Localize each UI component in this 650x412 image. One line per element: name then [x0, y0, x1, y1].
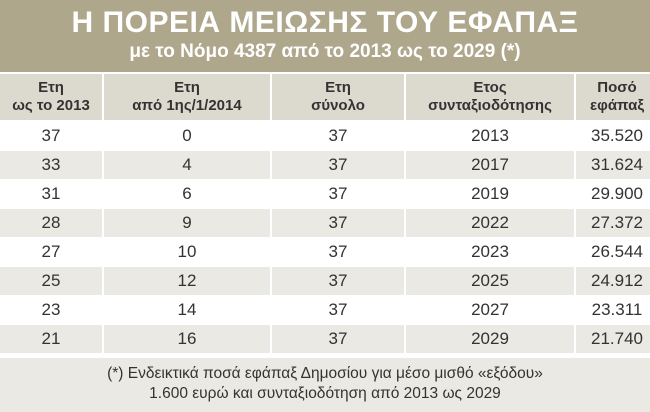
table-row: 27 10 37 2023 26.544	[0, 238, 650, 266]
table-cell: 31.624	[576, 151, 650, 179]
column-header-line: Ετη	[38, 79, 64, 96]
footnote-line: 1.600 ευρώ και συνταξιοδότηση από 2013 ω…	[149, 385, 501, 402]
table-cell: 26.544	[576, 238, 650, 266]
table-cell: 37	[272, 238, 404, 266]
table-cell: 37	[272, 209, 404, 237]
column-header: Ετη από 1ης/1/2014	[104, 74, 270, 120]
table-cell: 12	[104, 267, 270, 295]
header-row: Ετη ως το 2013 Ετη από 1ης/1/2014 Ετη σύνολο Ε…	[0, 74, 650, 120]
column-header: Ετος συνταξιοδότησης	[406, 74, 574, 120]
table-cell: 2017	[406, 151, 574, 179]
table-cell: 14	[104, 296, 270, 324]
header-band: Η ΠΟΡΕΙΑ ΜΕΙΩΣΗΣ ΤΟΥ ΕΦΑΠΑΞ με το Νόμο 4…	[0, 0, 650, 72]
table-cell: 10	[104, 238, 270, 266]
column-header: Ετη ως το 2013	[0, 74, 102, 120]
column-header: Ετη σύνολο	[272, 74, 404, 120]
table-cell: 27	[0, 238, 102, 266]
table-cell: 2013	[406, 122, 574, 150]
column-header-line: εφάπαξ	[589, 97, 645, 114]
footnote: (*) Ενδεικτικά ποσά εφάπαξ Δημοσίου για …	[0, 358, 650, 412]
table-row: 28 9 37 2022 27.372	[0, 209, 650, 237]
column-header-line: Ποσό	[597, 79, 637, 96]
table-cell: 0	[104, 122, 270, 150]
table-cell: 33	[0, 151, 102, 179]
table-cell: 37	[272, 267, 404, 295]
table-row: 31 6 37 2019 29.900	[0, 180, 650, 208]
table-cell: 31	[0, 180, 102, 208]
table-cell: 16	[104, 325, 270, 353]
table-cell: 2027	[406, 296, 574, 324]
table-cell: 21	[0, 325, 102, 353]
column-header-line: Ετη	[174, 79, 200, 96]
table-cell: 37	[272, 122, 404, 150]
column-header-line: Ετη	[325, 79, 351, 96]
table-cell: 37	[272, 151, 404, 179]
subtitle: με το Νόμο 4387 από το 2013 ως το 2029 (…	[129, 41, 521, 62]
footnote-line: (*) Ενδεικτικά ποσά εφάπαξ Δημοσίου για …	[107, 365, 543, 382]
table-cell: 28	[0, 209, 102, 237]
table-cell: 9	[104, 209, 270, 237]
table-cell: 2023	[406, 238, 574, 266]
column-header-line: σύνολο	[311, 97, 365, 114]
table-cell: 4	[104, 151, 270, 179]
table-row: 21 16 37 2029 21.740	[0, 325, 650, 353]
table-cell: 37	[0, 122, 102, 150]
column-header-line: Ετος	[473, 79, 507, 96]
table: Ετη ως το 2013 Ετη από 1ης/1/2014 Ετη σύνολο Ε…	[0, 74, 650, 354]
table-cell: 27.372	[576, 209, 650, 237]
table-cell: 25	[0, 267, 102, 295]
table-cell: 37	[272, 296, 404, 324]
column-header-line: από 1ης/1/2014	[132, 97, 242, 114]
table-cell: 23.311	[576, 296, 650, 324]
table-cell: 23	[0, 296, 102, 324]
table-cell: 2029	[406, 325, 574, 353]
table-cell: 2022	[406, 209, 574, 237]
table-cell: 37	[272, 180, 404, 208]
table-cell: 37	[272, 325, 404, 353]
table-cell: 2019	[406, 180, 574, 208]
table-row: 37 0 37 2013 35.520	[0, 122, 650, 150]
column-header-line: ως το 2013	[12, 97, 90, 114]
table-cell: 35.520	[576, 122, 650, 150]
table-row: 33 4 37 2017 31.624	[0, 151, 650, 179]
column-header-line: συνταξιοδότησης	[428, 97, 552, 114]
table-cell: 29.900	[576, 180, 650, 208]
table-row: 25 12 37 2025 24.912	[0, 267, 650, 295]
title: Η ΠΟΡΕΙΑ ΜΕΙΩΣΗΣ ΤΟΥ ΕΦΑΠΑΞ	[71, 6, 579, 39]
table-cell: 24.912	[576, 267, 650, 295]
table-cell: 2025	[406, 267, 574, 295]
table-cell: 6	[104, 180, 270, 208]
column-header: Ποσό εφάπαξ	[576, 74, 650, 120]
table-row: 23 14 37 2027 23.311	[0, 296, 650, 324]
table-cell: 21.740	[576, 325, 650, 353]
